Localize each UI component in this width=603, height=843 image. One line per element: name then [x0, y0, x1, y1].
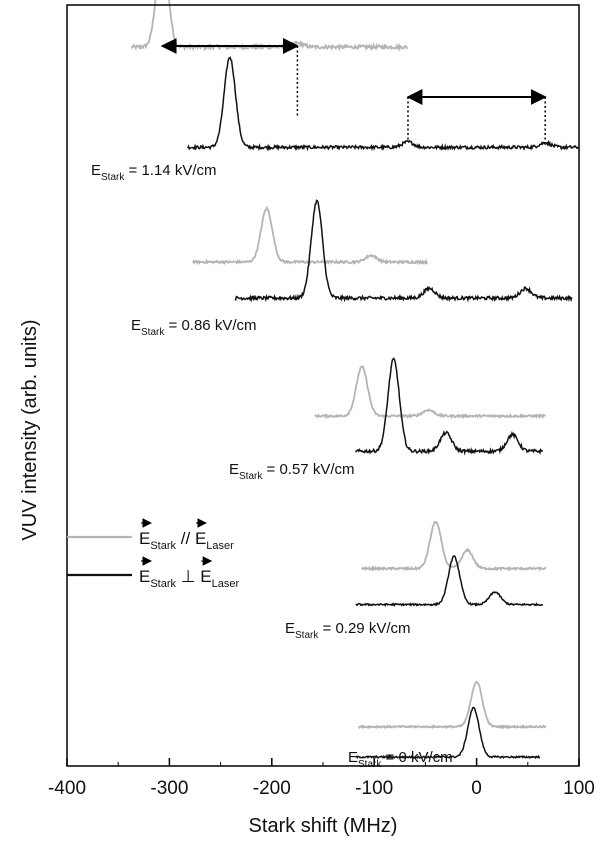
- field-strength-label: EStark = 0.86 kV/cm: [131, 317, 256, 338]
- trace-parallel: [314, 365, 546, 420]
- x-tick-label: -100: [355, 778, 393, 799]
- trace-perpendicular: [355, 706, 541, 760]
- trace-perpendicular: [187, 56, 580, 152]
- spectra-traces: [130, 0, 580, 760]
- legend-label-parallel: EStark // ELaser: [139, 529, 234, 552]
- annotations: EStark = 1.14 kV/cm EStark = 0.86 kV/cm ES…: [91, 38, 547, 770]
- trace-perpendicular: [234, 199, 573, 303]
- x-axis: -400 -300 -200 -100 0 100: [48, 758, 595, 799]
- x-tick-label: -400: [48, 778, 86, 799]
- trace-perpendicular: [355, 357, 543, 456]
- x-tick-label: 0: [471, 778, 482, 799]
- field-strength-label: EStark = 1.14 kV/cm: [91, 162, 216, 183]
- x-axis-title: Stark shift (MHz): [249, 815, 398, 837]
- field-strength-label: EStark = 0.57 kV/cm: [229, 461, 354, 482]
- field-strength-label: EStark = 0 kV/cm: [348, 749, 453, 770]
- plot-frame: [66, 4, 580, 767]
- x-tick-label: 100: [563, 778, 595, 799]
- x-tick-label: -300: [150, 778, 188, 799]
- y-axis-title: VUV intensity (arb. units): [19, 319, 41, 540]
- trace-parallel: [130, 0, 409, 52]
- legend-label-perpendicular: EStark ⊥ ELaser: [139, 567, 239, 590]
- trace-perpendicular: [355, 555, 544, 607]
- trace-parallel: [192, 205, 429, 266]
- trace-parallel: [358, 680, 547, 730]
- x-tick-label: -200: [253, 778, 291, 799]
- field-strength-label: EStark = 0.29 kV/cm: [285, 620, 410, 641]
- trace-parallel: [361, 521, 547, 572]
- legend: EStark // ELaser EStark ⊥ ELaser: [67, 518, 239, 590]
